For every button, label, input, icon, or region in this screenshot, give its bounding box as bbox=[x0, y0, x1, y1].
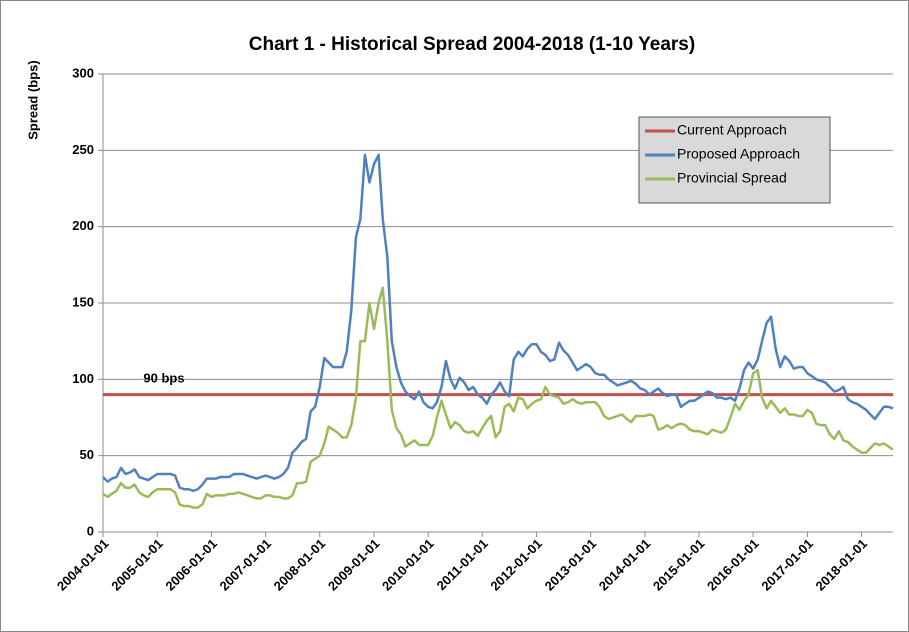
chart-title: Chart 1 - Historical Spread 2004-2018 (1… bbox=[249, 34, 695, 55]
series-line bbox=[102, 153, 894, 493]
y-tick-label: 0 bbox=[87, 523, 94, 538]
legend-label: Provincial Spread bbox=[677, 170, 787, 186]
y-tick-label: 150 bbox=[72, 294, 94, 309]
legend: Current Approach Proposed Approach Provinc… bbox=[638, 116, 831, 204]
y-axis-label: Spread (bps) bbox=[25, 60, 40, 139]
annotation: 90 bps bbox=[143, 370, 184, 385]
series-line bbox=[102, 286, 894, 509]
y-tick-label: 250 bbox=[72, 142, 94, 157]
y-tick-label: 50 bbox=[80, 447, 94, 462]
legend-label: Current Approach bbox=[677, 122, 787, 138]
legend-label: Proposed Approach bbox=[677, 146, 800, 162]
y-tick-label: 100 bbox=[72, 371, 94, 386]
y-tick-label: 300 bbox=[72, 65, 94, 80]
y-tick-label: 200 bbox=[72, 218, 94, 233]
